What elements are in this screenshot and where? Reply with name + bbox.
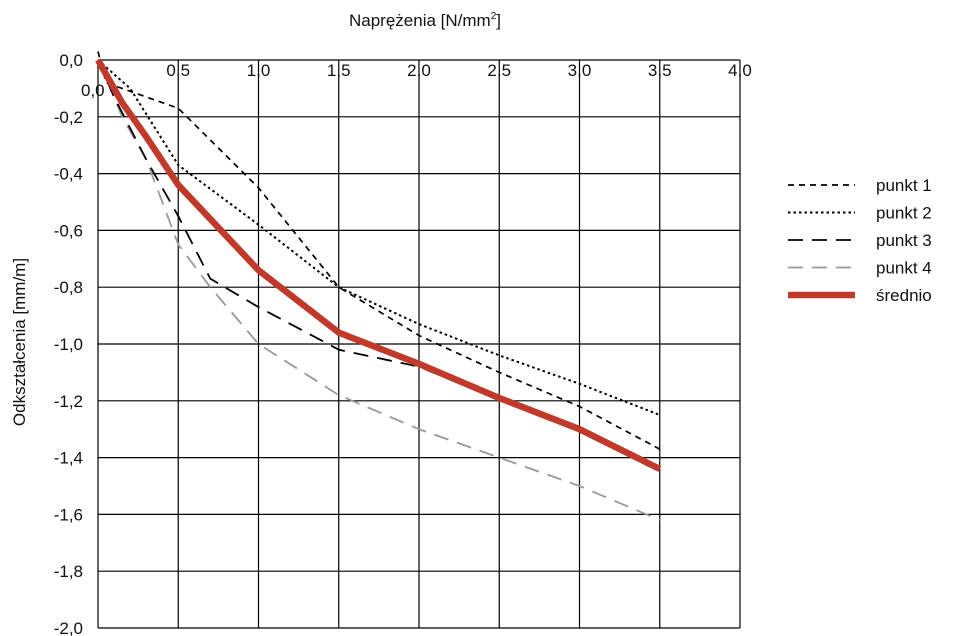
legend-label-punkt-3: punkt 3 bbox=[876, 231, 932, 250]
series-line-punkt-2 bbox=[97, 59, 661, 416]
x-tick-label-origin: 0,0 bbox=[81, 81, 105, 100]
y-tick-label-1: -0,2 bbox=[54, 108, 83, 127]
x-axis-title-sup: 2 bbox=[491, 11, 497, 22]
series-lines bbox=[95, 51, 662, 521]
y-tick-label-2: -0,4 bbox=[54, 165, 83, 184]
x-tick-label-6: 3,5 bbox=[648, 61, 672, 80]
x-tick-label-3: 2,0 bbox=[407, 61, 431, 80]
y-tick-label-4: -0,8 bbox=[54, 278, 83, 297]
series-line-srednio bbox=[95, 58, 662, 472]
legend: punkt 1 punkt 2 punkt 3 punkt 4 średnio bbox=[788, 176, 932, 305]
y-tick-label-10: -2,0 bbox=[54, 619, 83, 636]
x-tick-label-1: 1,0 bbox=[247, 61, 271, 80]
y-tick-label-3: -0,6 bbox=[54, 221, 83, 240]
x-tick-label-4: 2,5 bbox=[487, 61, 511, 80]
y-tick-label-0: 0,0 bbox=[59, 51, 83, 70]
legend-label-punkt-2: punkt 2 bbox=[876, 204, 932, 223]
legend-label-punkt-4: punkt 4 bbox=[876, 259, 932, 278]
y-axis-title: Odkształcenia [mm/m] bbox=[10, 258, 29, 426]
x-tick-label-5: 3,0 bbox=[568, 61, 592, 80]
y-tick-label-8: -1,6 bbox=[54, 505, 83, 524]
x-axis-title-end: ] bbox=[496, 11, 501, 30]
grid bbox=[97, 59, 741, 629]
y-tick-label-7: -1,4 bbox=[54, 449, 83, 468]
y-tick-label-5: -1,0 bbox=[54, 335, 83, 354]
y-tick-label-9: -1,8 bbox=[54, 562, 83, 581]
legend-label-punkt-1: punkt 1 bbox=[876, 176, 932, 195]
series-line-punkt-4 bbox=[97, 59, 661, 521]
x-axis-title: Naprężenia [N/mm2] bbox=[349, 11, 501, 30]
series-line-punkt-1 bbox=[97, 51, 661, 450]
x-axis-title-main: Naprężenia [N/mm bbox=[349, 11, 491, 30]
x-tick-labels: 0,5 1,0 1,5 2,0 2,5 3,0 3,5 4,0 bbox=[166, 61, 751, 80]
y-tick-label-6: -1,2 bbox=[54, 392, 83, 411]
x-tick-label-7: 4,0 bbox=[728, 61, 752, 80]
x-tick-label-2: 1,5 bbox=[327, 61, 351, 80]
legend-label-srednio: średnio bbox=[876, 286, 932, 305]
series-line-punkt-3 bbox=[97, 59, 468, 388]
x-tick-label-0: 0,5 bbox=[166, 61, 190, 80]
y-tick-labels: 0,0 -0,2 -0,4 -0,6 -0,8 -1,0 -1,2 -1,4 -1,6 -1,8 -… bbox=[54, 51, 83, 636]
